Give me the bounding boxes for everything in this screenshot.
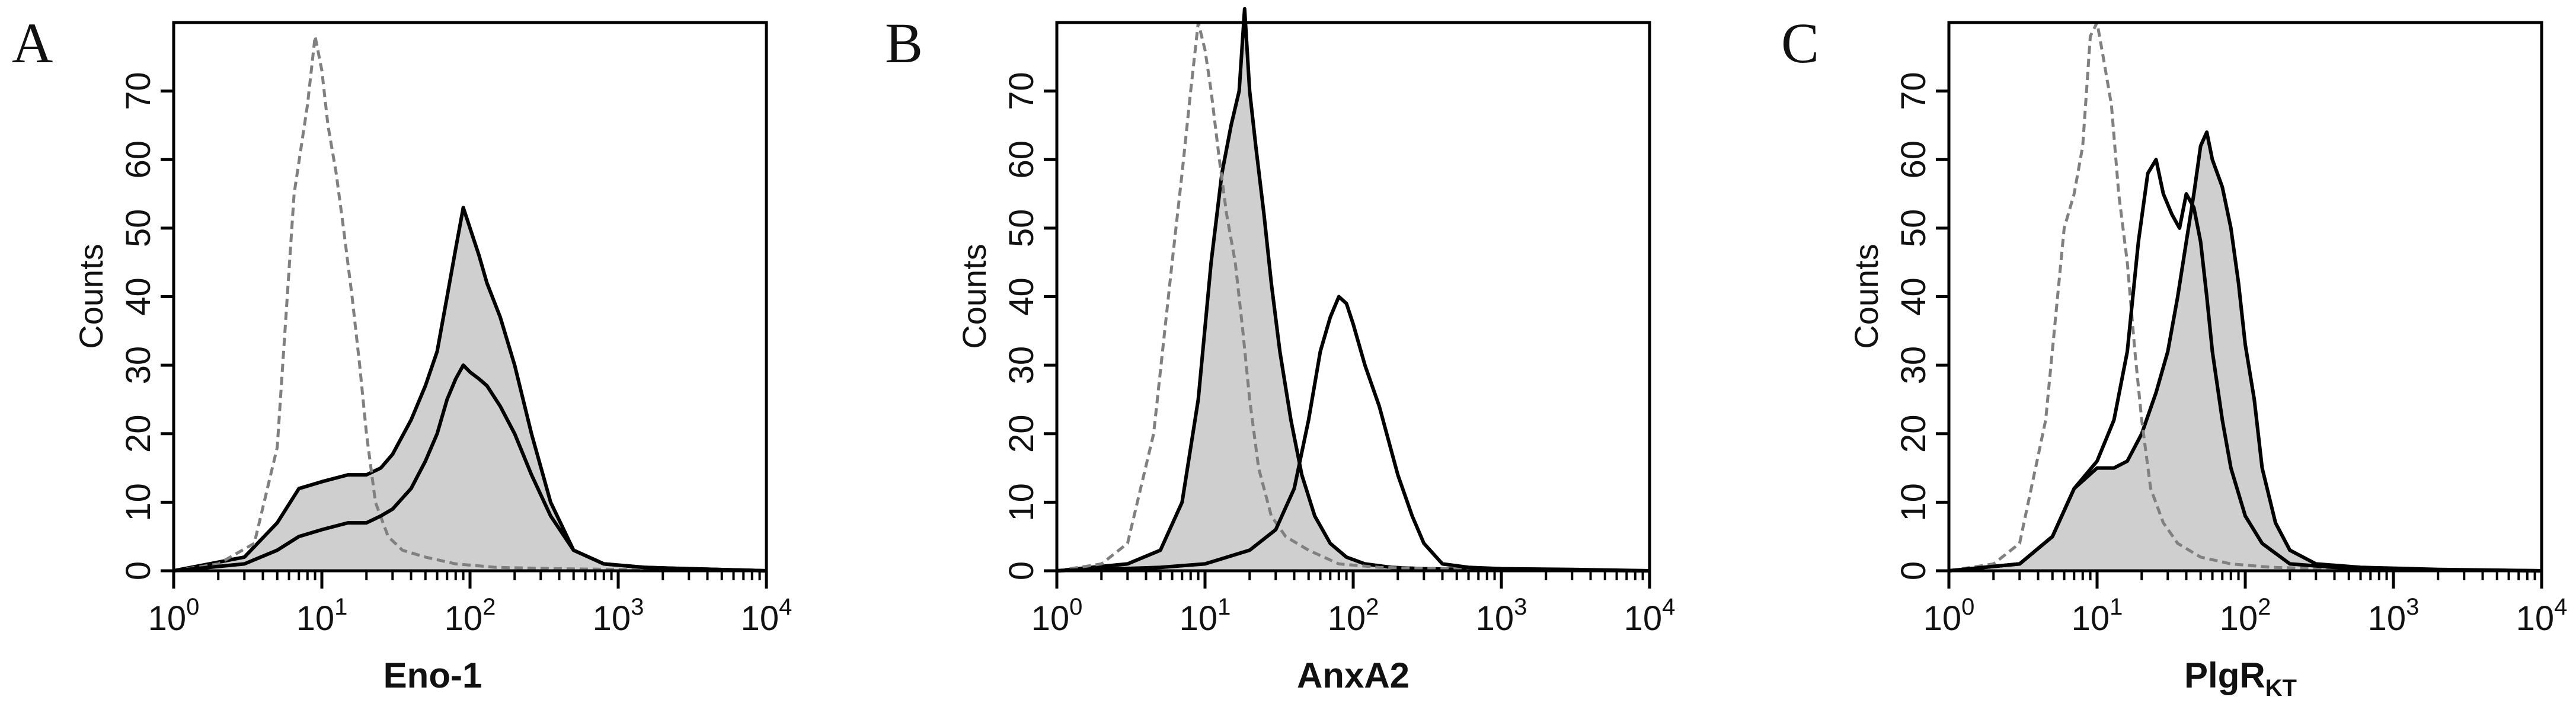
x-tick-label: 104 bbox=[1624, 594, 1676, 638]
histogram-line bbox=[173, 206, 767, 573]
histogram-fill-area bbox=[1057, 8, 1650, 571]
histogram-fill-area bbox=[174, 207, 766, 571]
y-tick-label: 60 bbox=[119, 140, 158, 179]
y-tick-label: 30 bbox=[119, 346, 158, 385]
y-tick-label: 20 bbox=[1894, 414, 1933, 453]
histogram-line bbox=[1056, 295, 1650, 573]
y-tick-label: 20 bbox=[1002, 414, 1041, 453]
x-tick-label: 101 bbox=[2072, 594, 2123, 638]
y-tick-label: 20 bbox=[119, 414, 158, 453]
y-tick-label: 0 bbox=[119, 561, 158, 580]
x-tick-label: 101 bbox=[296, 594, 348, 638]
y-tick-label: 70 bbox=[119, 72, 158, 110]
y-axis-label: Counts bbox=[72, 244, 110, 349]
y-tick-label: 70 bbox=[1894, 72, 1933, 110]
y-tick-label: 50 bbox=[1002, 209, 1041, 248]
x-tick-label: 104 bbox=[741, 594, 792, 638]
y-tick-label: 0 bbox=[1894, 561, 1933, 580]
y-tick-label: 60 bbox=[1002, 140, 1041, 179]
x-tick-label: 104 bbox=[2516, 594, 2568, 638]
x-axis-label: PlgRKT bbox=[2184, 656, 2297, 701]
y-tick-label: 40 bbox=[119, 277, 158, 316]
y-axis-label: Counts bbox=[955, 244, 993, 349]
y-tick-label: 0 bbox=[1002, 561, 1041, 580]
y-tick-label: 10 bbox=[1894, 483, 1933, 522]
y-tick-label: 70 bbox=[1002, 72, 1041, 110]
y-tick-label: 40 bbox=[1894, 277, 1933, 316]
histogram-line bbox=[1056, 7, 1650, 573]
y-tick-label: 30 bbox=[1894, 346, 1933, 385]
control-histogram-line bbox=[1056, 21, 1650, 573]
x-tick-label: 100 bbox=[148, 594, 200, 638]
plot-frame bbox=[1947, 21, 2543, 573]
y-tick-label: 10 bbox=[1002, 483, 1041, 522]
x-tick-label: 103 bbox=[2368, 594, 2420, 638]
x-tick-label: 103 bbox=[593, 594, 644, 638]
x-tick-label: 100 bbox=[1923, 594, 1975, 638]
y-axis-label: Counts bbox=[1848, 244, 1885, 349]
x-tick-label: 102 bbox=[445, 594, 496, 638]
y-tick-label: 40 bbox=[1002, 277, 1041, 316]
control-histogram-line bbox=[1948, 21, 2542, 573]
x-tick-label: 102 bbox=[1328, 594, 1379, 638]
x-tick-label: 103 bbox=[1476, 594, 1527, 638]
y-tick-label: 60 bbox=[1894, 140, 1933, 179]
x-tick-label: 100 bbox=[1031, 594, 1083, 638]
y-tick-label: 50 bbox=[119, 209, 158, 248]
panel-label: C bbox=[1781, 11, 1819, 75]
panel-label: B bbox=[885, 11, 923, 75]
plot-frame bbox=[1055, 21, 1651, 573]
plot-frame bbox=[172, 21, 768, 573]
histogram-line bbox=[173, 363, 767, 573]
y-tick-label: 30 bbox=[1002, 346, 1041, 385]
x-axis-label: Eno-1 bbox=[383, 656, 482, 695]
x-axis-label: AnxA2 bbox=[1297, 656, 1410, 695]
panel-label: A bbox=[12, 11, 53, 75]
histogram-line bbox=[1948, 158, 2542, 573]
x-tick-label: 101 bbox=[1180, 594, 1231, 638]
control-histogram-line bbox=[173, 34, 767, 573]
y-tick-label: 10 bbox=[119, 483, 158, 522]
y-tick-label: 50 bbox=[1894, 209, 1933, 248]
histogram-line bbox=[1948, 130, 2542, 573]
x-tick-label: 102 bbox=[2220, 594, 2271, 638]
